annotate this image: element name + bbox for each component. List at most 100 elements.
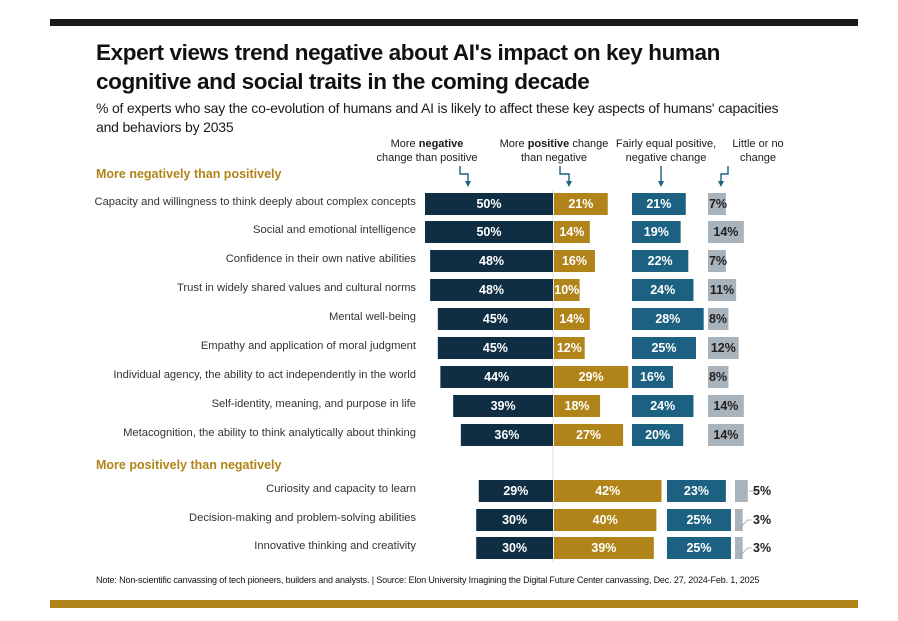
bar-little: [708, 250, 726, 272]
value-label-positive: 42%: [595, 484, 620, 498]
column-header-equal: Fairly equal positive, negative change: [606, 137, 726, 165]
arrow-icon: [465, 181, 471, 187]
bar-positive: [554, 395, 601, 417]
bar-little: [708, 193, 726, 215]
bar-negative: [425, 221, 553, 243]
bar-equal: [632, 424, 684, 446]
header-text: More: [390, 138, 419, 150]
top-rule: [50, 19, 858, 26]
row-label: Confidence in their own native abilities: [225, 253, 416, 265]
bar-positive: [554, 424, 624, 446]
bar-equal: [667, 537, 731, 559]
bar-equal: [632, 395, 694, 417]
bar-negative: [476, 537, 553, 559]
value-label-little: 14%: [713, 399, 738, 413]
bar-positive: [554, 337, 585, 359]
bar-negative: [437, 337, 553, 359]
row-label: Innovative thinking and creativity: [254, 540, 416, 552]
row-label: Individual agency, the ability to act in…: [113, 369, 416, 381]
bar-little: [708, 424, 744, 446]
bar-equal: [667, 509, 731, 531]
value-label-equal: 16%: [640, 370, 665, 384]
value-label-equal: 20%: [645, 428, 670, 442]
value-label-little: 8%: [709, 370, 727, 384]
arrow-icon: [459, 166, 469, 182]
row-label: Metacognition, the ability to think anal…: [123, 427, 416, 439]
bar-negative: [425, 193, 553, 215]
bar-equal: [632, 279, 694, 301]
bar-positive: [554, 509, 657, 531]
chart-subtitle: % of experts who say the co-evolution of…: [96, 100, 779, 135]
value-label-equal: 22%: [648, 254, 673, 268]
header-text: Fairly equal positive,: [615, 138, 717, 150]
value-label-negative: 48%: [479, 254, 504, 268]
bar-little: [735, 509, 743, 531]
value-label-little: 7%: [709, 197, 727, 211]
leader-line: [739, 519, 752, 529]
bar-positive: [554, 279, 580, 301]
value-label-positive: 39%: [591, 541, 616, 555]
value-label-negative: 30%: [502, 513, 527, 527]
value-label-little: 8%: [709, 312, 727, 326]
value-label-negative: 45%: [483, 341, 508, 355]
value-label-positive: 40%: [593, 513, 618, 527]
column-arrows: [459, 166, 729, 187]
header-bold-text: negative: [418, 138, 464, 150]
bar-negative: [460, 424, 553, 446]
bar-negative: [478, 480, 553, 502]
bar-positive: [554, 537, 654, 559]
bar-equal: [632, 250, 689, 272]
row-label: Curiosity and capacity to learn: [266, 483, 416, 495]
value-label-negative: 29%: [503, 484, 528, 498]
bar-negative: [440, 366, 553, 388]
header-bold-text: positive: [527, 138, 570, 150]
value-label-negative: 48%: [479, 283, 504, 297]
bar-little: [708, 221, 744, 243]
bar-positive: [554, 480, 662, 502]
bar-positive: [554, 193, 608, 215]
bars-layer: 50% 21% 21% 7% 50% 14% 19% 14% 48% 16% 22% 7% 48% 10%…: [425, 193, 771, 559]
header-text: change: [739, 152, 777, 164]
bar-little: [735, 480, 748, 502]
bar-negative: [430, 250, 553, 272]
value-label-little: 12%: [711, 341, 736, 355]
value-label-negative: 36%: [494, 428, 519, 442]
value-label-little: 14%: [713, 225, 738, 239]
value-label-positive: 29%: [579, 370, 604, 384]
header-text: change than positive: [376, 152, 478, 164]
row-label: Capacity and willingness to think deeply…: [94, 196, 416, 208]
bottom-rule: [50, 600, 858, 608]
value-label-equal: 24%: [650, 283, 675, 297]
value-label-equal: 25%: [686, 513, 711, 527]
value-label-positive: 16%: [562, 254, 587, 268]
bar-equal: [632, 366, 673, 388]
arrow-icon: [658, 181, 664, 187]
bar-negative: [453, 395, 553, 417]
bar-negative: [476, 509, 553, 531]
value-label-negative: 44%: [484, 370, 509, 384]
header-text: negative change: [625, 152, 707, 164]
bar-negative: [430, 279, 553, 301]
row-label: Social and emotional intelligence: [253, 224, 416, 236]
header-text: Little or no: [732, 138, 784, 150]
arrow-icon: [559, 166, 570, 182]
bar-little: [708, 337, 739, 359]
group-label: More positively than negatively: [96, 458, 282, 472]
column-header-negative: More negative change than positive: [366, 137, 488, 165]
header-text: than negative: [520, 152, 588, 164]
value-label-positive: 14%: [559, 225, 584, 239]
group-label: More negatively than positively: [96, 167, 282, 181]
value-label-negative: 30%: [502, 541, 527, 555]
value-label-positive: 10%: [554, 283, 579, 297]
value-label-negative: 50%: [476, 225, 501, 239]
value-label-equal: 19%: [644, 225, 669, 239]
row-label: Mental well-being: [328, 311, 416, 323]
bar-equal: [632, 193, 686, 215]
source-note: Note: Non-scientific canvassing of tech …: [96, 575, 760, 585]
value-label-positive: 12%: [557, 341, 582, 355]
chart-title: Expert views trend negative about AI's i…: [96, 40, 720, 94]
bar-equal: [632, 221, 681, 243]
bar-positive: [554, 308, 590, 330]
bar-little: [708, 366, 729, 388]
value-label-equal: 28%: [655, 312, 680, 326]
